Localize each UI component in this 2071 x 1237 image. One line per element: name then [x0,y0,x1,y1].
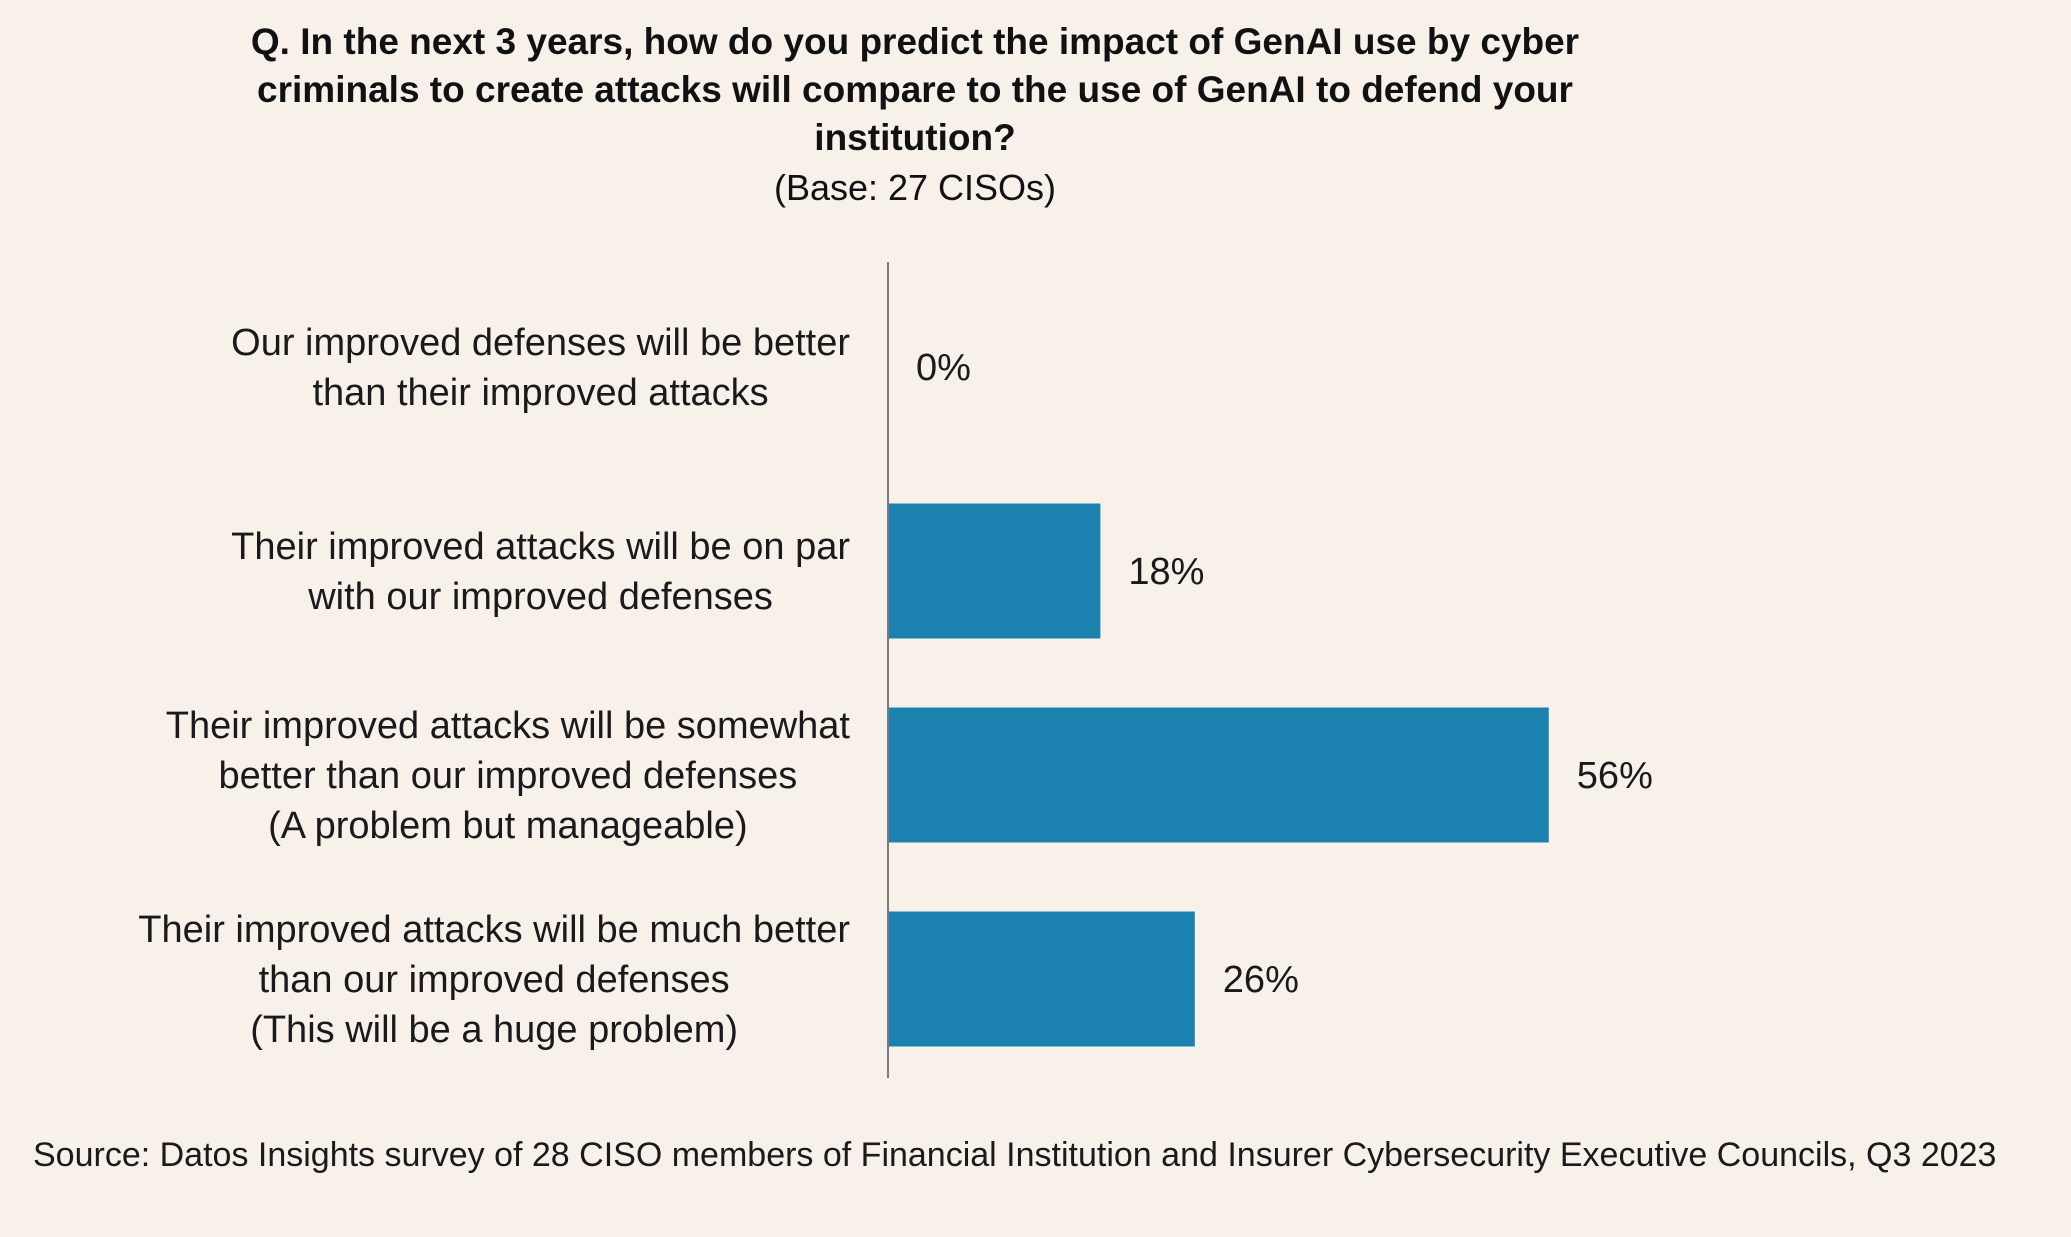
value-labels-layer: 0% 18% 56% 26% [916,347,1653,1001]
category-label-line: Our improved defenses will be better [231,322,850,364]
category-label-line: Their improved attacks will be on par [231,526,850,568]
category-label-line: (This will be a huge problem) [250,1009,738,1051]
category-label-0: Our improved defenses will be better than… [231,322,850,414]
source-note: Source: Datos Insights survey of 28 CISO… [33,1136,1997,1174]
category-label-line: Their improved attacks will be somewhat [166,705,851,747]
category-label-1: Their improved attacks will be on par wit… [231,526,850,618]
chart-subtitle: (Base: 27 CISOs) [773,167,1057,208]
bars-layer [888,503,1549,1047]
category-label-line: Their improved attacks will be much bett… [138,909,850,951]
bar-1 [888,503,1101,639]
category-label-2: Their improved attacks will be somewhat b… [166,705,851,847]
category-labels-layer: Our improved defenses will be better than… [138,322,850,1051]
value-label-3: 26% [1223,959,1299,1001]
category-label-line: than their improved attacks [312,372,768,414]
category-label-line: than our improved defenses [259,959,730,1001]
value-label-0: 0% [916,347,971,389]
bar-3 [888,911,1195,1047]
category-label-line: with our improved defenses [307,576,773,618]
value-label-2: 56% [1577,755,1653,797]
category-label-3: Their improved attacks will be much bett… [138,909,850,1051]
chart-header: Q. In the next 3 years, how do you predi… [0,18,1830,212]
category-label-line: (A problem but manageable) [268,805,748,847]
bar-2 [888,707,1549,843]
category-label-line: better than our improved defenses [218,755,797,797]
value-label-1: 18% [1128,551,1204,593]
chart-title: Q. In the next 3 years, how do you predi… [250,21,1580,158]
